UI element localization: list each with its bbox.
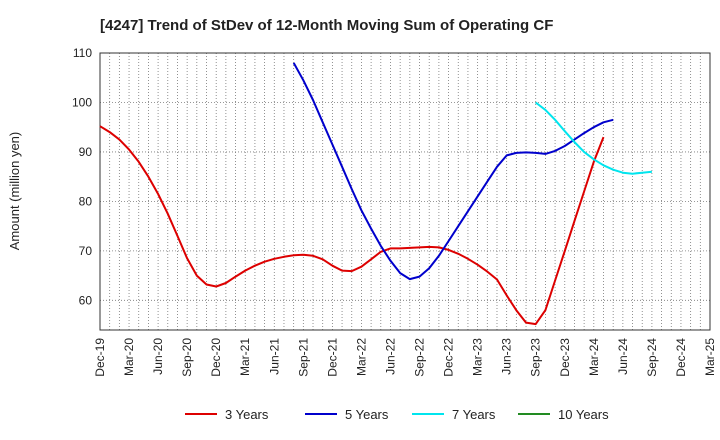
y-tick-label: 60 — [79, 293, 93, 307]
plot-frame — [99, 52, 711, 331]
x-ticks: Dec-19 Mar-20 Jun-20 Sep-20 Dec-20 Mar-21 Jun-… — [93, 338, 717, 377]
y-tick-label: 90 — [79, 145, 93, 159]
y-tick-label: 110 — [73, 46, 92, 60]
x-tick-label: Sep-20 — [180, 338, 194, 377]
y-tick-label: 80 — [79, 194, 93, 208]
x-tick-label: Mar-24 — [587, 338, 601, 376]
legend-label: 3 Years — [225, 407, 269, 422]
x-tick-label: Dec-19 — [93, 338, 107, 377]
legend: 3 Years 5 Years 7 Years 10 Years — [185, 407, 609, 422]
x-tick-label: Sep-23 — [529, 338, 543, 377]
y-ticks: 60 70 80 90 100 110 — [72, 46, 92, 307]
legend-label: 5 Years — [345, 407, 389, 422]
x-tick-label: Sep-21 — [296, 338, 310, 377]
x-tick-label: Mar-23 — [471, 338, 485, 376]
x-tick-label: Dec-24 — [674, 338, 688, 377]
series-lines — [99, 62, 653, 326]
y-axis-label: Amount (million yen) — [7, 132, 22, 251]
x-tick-label: Dec-20 — [209, 338, 223, 377]
x-tick-label: Jun-23 — [500, 338, 514, 375]
series-line-7-years — [535, 101, 653, 175]
grid — [100, 53, 710, 330]
series-line-3-years — [99, 125, 605, 326]
x-tick-label: Dec-21 — [325, 338, 339, 377]
series-line-5-years — [292, 62, 614, 281]
x-tick-label: Jun-22 — [383, 338, 397, 375]
x-tick-label: Mar-21 — [238, 338, 252, 376]
x-tick-label: Dec-22 — [442, 338, 456, 377]
x-tick-label: Jun-20 — [151, 338, 165, 375]
x-tick-label: Jun-24 — [616, 338, 630, 375]
x-tick-label: Sep-24 — [645, 338, 659, 377]
chart-title: [4247] Trend of StDev of 12-Month Moving… — [100, 17, 553, 34]
x-tick-label: Mar-22 — [354, 338, 368, 376]
x-tick-label: Mar-25 — [703, 338, 717, 376]
y-tick-label: 100 — [72, 95, 92, 109]
legend-label: 7 Years — [452, 407, 496, 422]
x-tick-label: Sep-22 — [413, 338, 427, 377]
x-tick-label: Dec-23 — [558, 338, 572, 377]
y-tick-label: 70 — [79, 244, 93, 258]
x-tick-label: Jun-21 — [267, 338, 281, 375]
x-tick-label: Mar-20 — [122, 338, 136, 376]
legend-label: 10 Years — [558, 407, 609, 422]
